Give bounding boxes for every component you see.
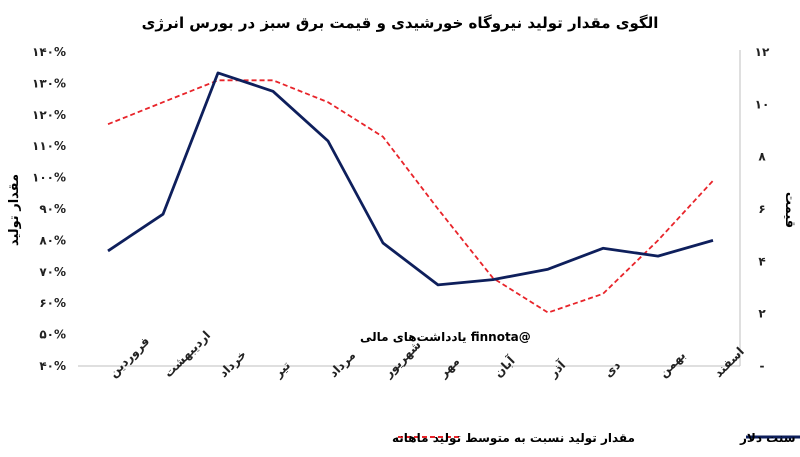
legend: مقدار تولید نسبت به متوسط تولید ماهانه ق… (392, 431, 800, 446)
right-tick-label: ۱۰ (755, 97, 770, 111)
right-tick-label: ۸ (758, 150, 766, 164)
right-axis-title: قیمت (782, 192, 797, 228)
left-tick-label: ۴۰% (39, 359, 66, 373)
left-tick-label: ۱۱۰% (32, 139, 66, 153)
right-tick-label: - (760, 359, 765, 373)
left-tick-label: ۱۰۰% (32, 171, 66, 185)
legend-price-label: قیمت هر کیلووات ساعت برق سبز- سنت دلار (739, 431, 800, 446)
left-tick-label: ۱۴۰% (32, 45, 66, 59)
left-tick-label: ۷۰% (39, 265, 66, 279)
left-tick-label: ۱۳۰% (32, 76, 66, 90)
production-series-line (107, 79, 714, 314)
watermark: @finnota یادداشت‌های مالی (360, 330, 531, 344)
left-axis-ticks: ۴۰% ۵۰% ۶۰% ۷۰% ۸۰% ۹۰% ۱۰۰% ۱۱۰% ۱۲۰% ۱۳۰% ۱۴۰% (32, 45, 66, 373)
left-tick-label: ۱۲۰% (32, 108, 66, 122)
legend-production-label: مقدار تولید نسبت به متوسط تولید ماهانه (392, 431, 635, 446)
chart-title: الگوی مقدار تولید نیروگاه خورشیدی و قیمت… (142, 14, 659, 32)
right-tick-label: ۶ (758, 202, 765, 216)
left-tick-label: ۹۰% (39, 202, 66, 216)
right-tick-label: ۲ (758, 307, 766, 321)
left-tick-label: ۶۰% (39, 296, 66, 310)
right-tick-label: ۴ (758, 254, 765, 268)
left-axis-title: مقدار تولید (7, 174, 22, 246)
left-tick-label: ۵۰% (39, 328, 66, 342)
price-series-line (107, 71, 714, 287)
right-axis-ticks: - ۲ ۴ ۶ ۸ ۱۰ ۱۲ (755, 45, 770, 373)
right-tick-label: ۱۲ (755, 45, 770, 59)
left-tick-label: ۸۰% (39, 233, 66, 247)
